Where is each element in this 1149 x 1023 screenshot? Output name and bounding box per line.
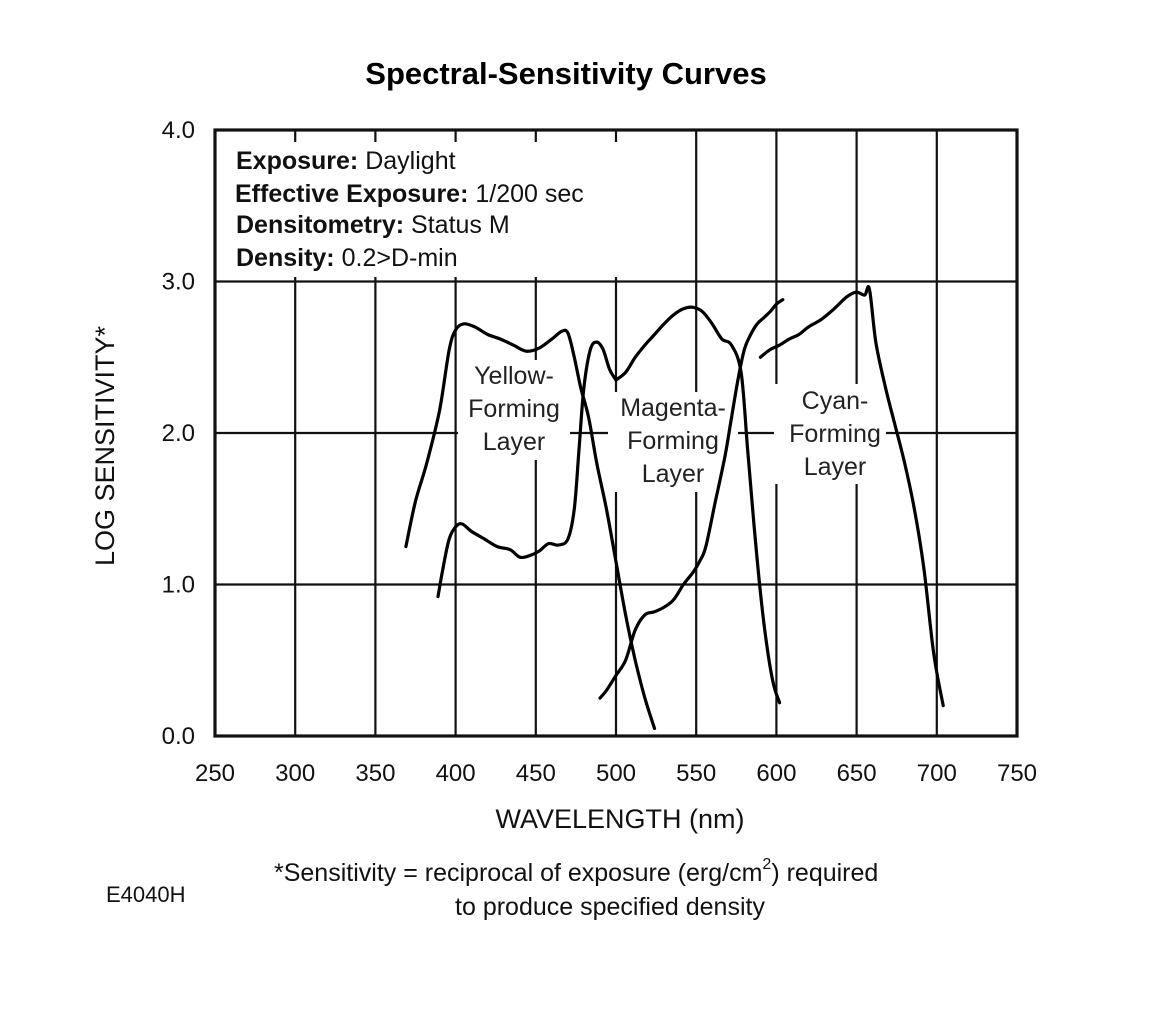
svg-text:Layer: Layer [483, 428, 546, 456]
svg-text:Cyan-: Cyan- [802, 387, 869, 415]
annotation-density: Density: 0.2>D-min [236, 244, 458, 272]
svg-text:Forming: Forming [468, 395, 560, 423]
x-tick-label: 250 [195, 760, 235, 787]
yellow-forming-layer-label: Yellow- Forming Layer [468, 362, 560, 456]
svg-text:Layer: Layer [804, 453, 867, 481]
x-tick-label: 550 [676, 760, 716, 787]
x-tick-label: 750 [997, 760, 1037, 787]
annotation-box [228, 142, 638, 277]
plot-frame [213, 128, 1019, 738]
svg-text:Yellow-: Yellow- [474, 362, 554, 390]
y-tick-label: 0.0 [162, 723, 195, 750]
x-tick-label: 450 [516, 760, 556, 787]
chart-title: Spectral-Sensitivity Curves [365, 56, 766, 91]
sensitivity-curves [404, 285, 945, 730]
annotation-densitometry: Densitometry: Status M [236, 211, 510, 239]
sensitivity-curve-2 [436, 340, 618, 599]
y-tick-label: 4.0 [162, 117, 195, 144]
annotation-effective-exposure: Effective Exposure: 1/200 sec [235, 180, 584, 208]
footnote-line-2: to produce specified density [455, 893, 765, 921]
x-tick-label: 700 [917, 760, 957, 787]
x-tick-labels: 250 300 350 400 450 500 550 600 650 700 750 [195, 760, 1037, 787]
x-tick-label: 300 [275, 760, 315, 787]
sensitivity-curve-4 [614, 305, 782, 705]
y-axis-label: LOG SENSITIVITY* [90, 325, 120, 566]
footnote-line-1: *Sensitivity = reciprocal of exposure (e… [274, 856, 878, 887]
x-tick-label: 400 [436, 760, 476, 787]
svg-text:Forming: Forming [789, 420, 881, 448]
figure-code: E4040H [106, 882, 186, 907]
svg-text:Layer: Layer [642, 460, 705, 488]
svg-text:Magenta-: Magenta- [620, 394, 726, 422]
svg-text:Forming: Forming [627, 427, 719, 455]
x-tick-label: 650 [837, 760, 877, 787]
sensitivity-curve-5 [758, 285, 945, 708]
y-tick-labels: 0.0 1.0 2.0 3.0 4.0 [162, 117, 195, 750]
x-tick-label: 500 [596, 760, 636, 787]
sensitivity-curve-3 [598, 298, 785, 700]
y-tick-label: 3.0 [162, 269, 195, 296]
x-axis-label: WAVELENGTH (nm) [495, 804, 744, 834]
y-tick-label: 2.0 [162, 420, 195, 447]
y-tick-label: 1.0 [162, 572, 195, 599]
cyan-forming-layer-label: Cyan- Forming Layer [789, 387, 881, 481]
x-tick-label: 600 [756, 760, 796, 787]
magenta-forming-layer-label: Magenta- Forming Layer [620, 394, 726, 488]
x-tick-label: 350 [355, 760, 395, 787]
sensitivity-curve-1 [404, 322, 657, 730]
annotation-exposure: Exposure: Daylight [236, 147, 456, 175]
